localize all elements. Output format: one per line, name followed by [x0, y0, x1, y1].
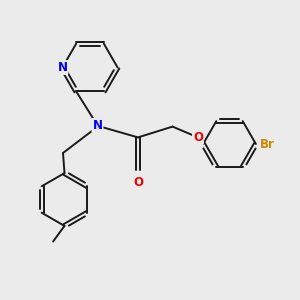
Text: N: N — [92, 119, 103, 132]
Text: O: O — [193, 131, 203, 144]
Text: N: N — [57, 61, 68, 74]
Text: O: O — [133, 176, 143, 189]
Text: Br: Br — [260, 137, 274, 151]
